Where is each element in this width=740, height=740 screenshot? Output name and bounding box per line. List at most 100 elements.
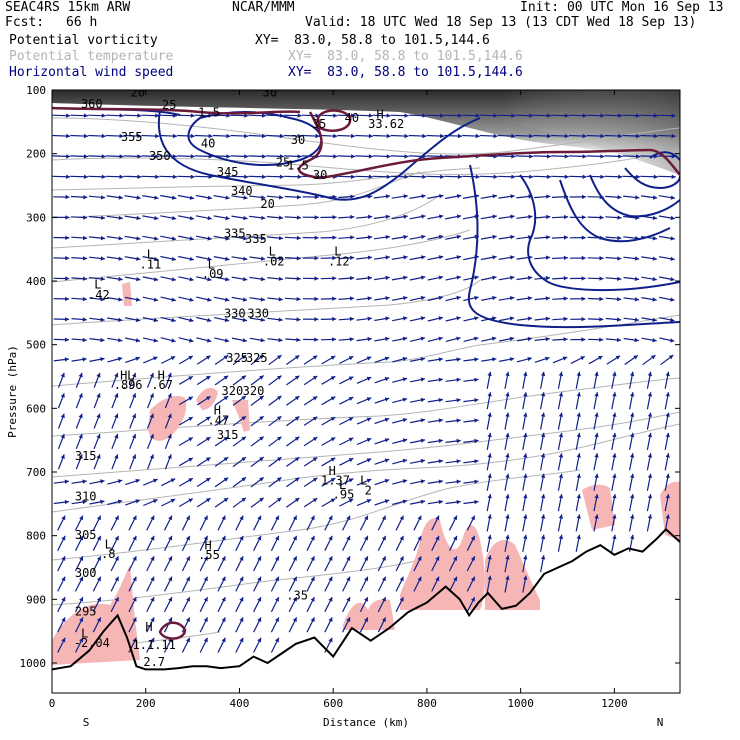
wind-vector [75,372,83,388]
wind-speed-label: 30 [291,133,305,147]
theta-contour [52,469,581,561]
wind-vector [159,174,178,179]
wind-vector [391,234,408,240]
wind-vector [129,454,137,470]
wind-vector [445,295,461,302]
wind-vector [141,133,160,139]
wind-vector [604,113,623,118]
wind-vector [107,479,123,485]
wind-vector [664,473,670,491]
wind-vector [284,113,302,118]
wind-vector [231,256,248,261]
wind-vector [463,357,479,362]
theta-label: 325 [226,351,248,365]
wind-vector [253,617,262,633]
wind-vector [445,275,462,281]
south-label: S [83,716,90,729]
wind-vector [498,275,515,281]
wind-vector [339,457,354,466]
pv-label: .09 [202,267,224,281]
wind-vector [534,255,551,260]
wind-vector [286,395,300,406]
wind-vector [534,337,550,342]
theta-label: 310 [75,490,97,504]
wind-vector [214,497,229,508]
wind-vector [540,432,546,451]
wind-vector [70,174,89,179]
wind-vector [268,456,282,468]
wind-vector [629,473,635,491]
wind-vector [409,499,426,505]
wind-vector [479,133,498,139]
wind-vector [74,556,84,572]
wind-vector [111,454,119,470]
wind-vector [57,596,66,613]
wind-vector [178,337,194,343]
wind-vector [413,556,422,572]
pv-label: 33.62 [368,117,404,131]
wind-vector [302,296,319,302]
wind-vector [266,215,284,220]
wind-vector [593,453,599,471]
pv-label: 1.1.11 [133,638,176,652]
wind-speed-contour [519,174,680,291]
wind-vector [231,235,248,241]
theta-label: 350 [149,149,171,163]
wind-vector [89,499,105,505]
wind-vector [664,493,670,512]
wind-vector [235,596,244,613]
wind-vector [342,596,351,613]
wind-vector [214,375,229,386]
wind-vector [111,393,119,409]
pv-label: L [360,474,367,488]
pv-label: L [334,245,341,259]
wind-vector [498,296,515,301]
wind-vector [356,376,372,384]
wind-vector [178,296,194,302]
stratosphere-shading [52,90,680,175]
wind-vector [89,297,105,302]
wind-vector [409,275,426,281]
wind-vector [522,473,528,491]
wind-vector [664,432,670,451]
wind-vector [123,113,142,118]
wind-vector [374,356,390,363]
wind-vector [575,473,581,491]
y-tick-label: 600 [26,402,46,415]
wind-vector [146,515,155,531]
wind-vector [445,234,462,240]
wind-vector [498,336,515,342]
wind-vector [540,514,546,532]
x-tick-label: 200 [136,697,156,710]
wind-vector [303,355,318,365]
wind-vector [71,357,87,362]
wind-vector [551,113,569,118]
wind-vector [431,556,440,572]
wind-vector [392,336,408,342]
wind-vector [178,235,195,241]
wind-vector [270,535,280,551]
wind-vector [373,133,391,139]
theta-label: 360 [81,97,103,111]
wind-vector [392,377,408,383]
wind-vector [359,617,369,633]
theta-label: 335 [245,232,267,246]
pv-contour [52,106,301,115]
wind-vector [214,337,230,343]
wind-vector [390,133,409,139]
wind-vector [486,392,492,410]
wind-vector [146,637,155,653]
wind-vector [338,316,355,322]
wind-vector [57,515,66,531]
wind-vector [146,433,154,450]
wind-vector [480,234,497,240]
wind-vector [646,392,653,410]
wind-vector [74,637,84,653]
theta-label: 300 [75,566,97,580]
pv-label: L [127,369,134,383]
wind-vector [390,113,409,118]
wind-vector [486,514,492,532]
wind-vector [395,515,404,531]
wind-vector [286,375,300,386]
wind-vector [587,215,604,220]
